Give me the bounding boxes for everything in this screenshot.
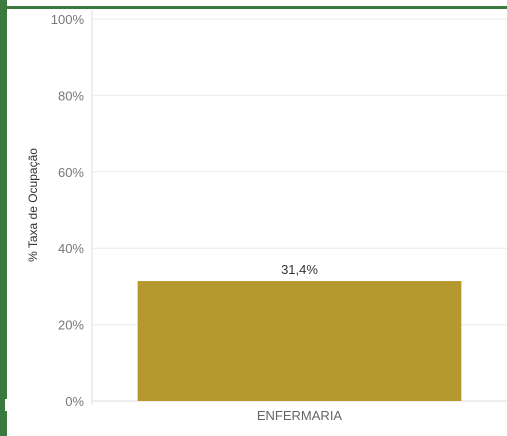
bars: 31,4% <box>137 262 462 401</box>
x-tick-label: ENFERMARIA <box>257 408 343 423</box>
x-tick-labels: ENFERMARIA <box>257 408 343 423</box>
bar[interactable] <box>137 281 462 401</box>
data-label: 31,4% <box>281 262 318 277</box>
left-frame-border <box>0 0 7 436</box>
y-tick-label: 0% <box>65 394 84 409</box>
y-tick-label: 60% <box>58 165 84 180</box>
top-frame-border <box>7 6 507 9</box>
grid-lines <box>92 18 507 326</box>
y-axis-label: % Taxa de Ocupação <box>26 148 40 262</box>
y-tick-label: 40% <box>58 241 84 256</box>
y-tick-label: 20% <box>58 318 84 333</box>
left-frame-gap <box>5 399 7 411</box>
y-tick-label: 100% <box>51 12 85 27</box>
y-tick-label: 80% <box>58 88 84 103</box>
y-tick-labels: 0% 20% 40% 60% 80% 100% <box>51 12 85 409</box>
